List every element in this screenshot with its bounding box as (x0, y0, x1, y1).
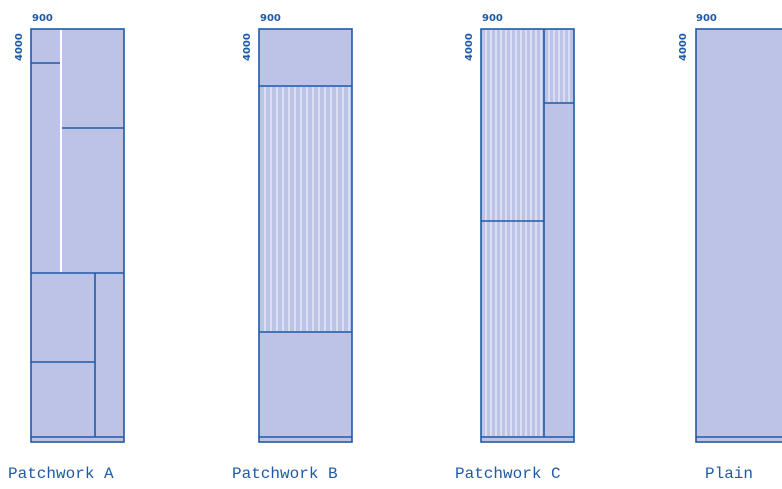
panel-d-height-label: 4000 (678, 33, 689, 61)
panel-c-caption: Patchwork C (455, 465, 561, 483)
panel-d-body (695, 28, 782, 443)
panel-a-body (30, 28, 125, 443)
panel-a-height-label: 4000 (14, 33, 25, 61)
panel-c-height-label: 4000 (464, 33, 475, 61)
panel-b-caption: Patchwork B (232, 465, 338, 483)
panel-c-width-label: 900 (482, 13, 503, 24)
panel-b-stripes (264, 87, 350, 331)
panel-b-width-label: 900 (260, 13, 281, 24)
panel-d-caption: Plain (705, 465, 753, 483)
panel-patchwork-c: 900 4000 Patchwork C (455, 13, 575, 483)
panel-plain: 900 4000 Plain (678, 13, 782, 483)
panel-c-stripes (485, 30, 570, 436)
panel-patchwork-b: 900 4000 Patchwork B (232, 13, 353, 483)
panel-b-height-label: 4000 (242, 33, 253, 61)
panel-a-width-label: 900 (32, 13, 53, 24)
panel-c-body (480, 28, 575, 443)
panel-d-width-label: 900 (696, 13, 717, 24)
panel-patchwork-a: 900 4000 Patchwork A (8, 13, 125, 483)
panel-a-caption: Patchwork A (8, 465, 114, 483)
panel-b-body (258, 28, 353, 443)
